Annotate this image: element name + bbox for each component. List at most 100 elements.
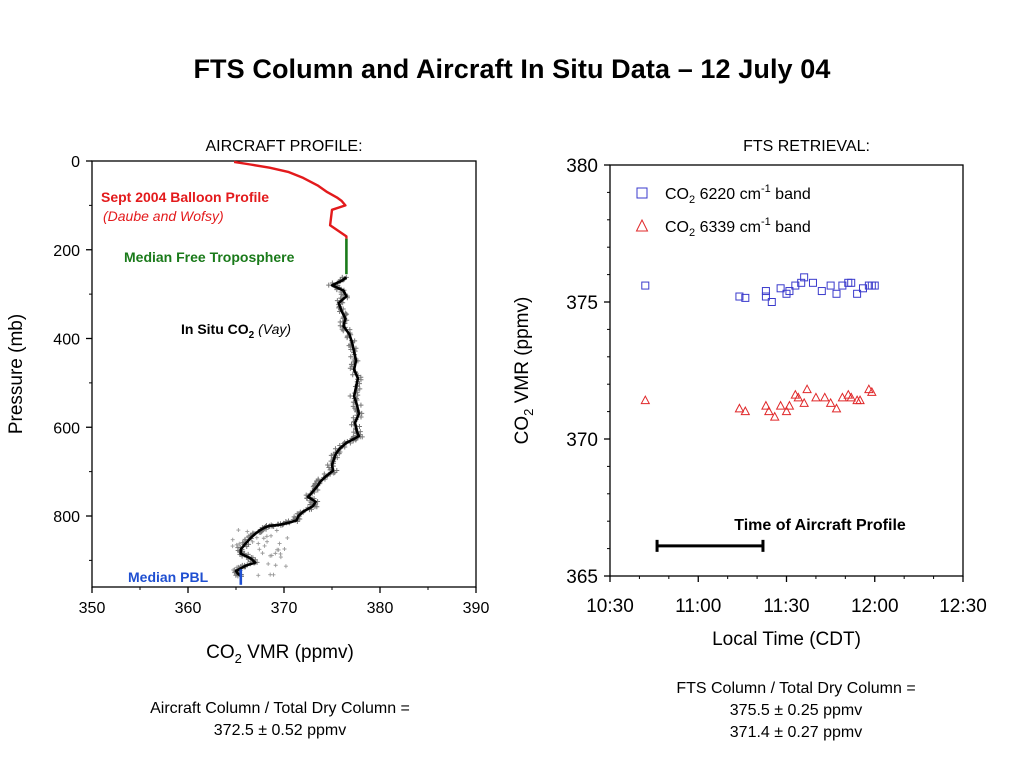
insitu-sample-point bbox=[347, 393, 353, 399]
fts-y-tick-label: 365 bbox=[566, 567, 598, 588]
aircraft-y-axis-label: Pressure (mb) bbox=[6, 314, 27, 434]
aircraft-column-caption-line2: 372.5 ± 0.52 ppmv bbox=[213, 722, 347, 739]
co2-6339-point bbox=[825, 397, 836, 407]
insitu-sample-point bbox=[261, 536, 266, 541]
fts-column-caption-line2: 375.5 ± 0.25 ppmv bbox=[729, 702, 863, 719]
aircraft-y-tick-label: 600 bbox=[53, 420, 80, 437]
insitu-sample-point bbox=[337, 323, 343, 329]
aircraft-y-tick-label: 0 bbox=[71, 154, 80, 171]
co2-6220-point bbox=[641, 281, 650, 290]
aircraft-x-tick-label: 380 bbox=[367, 600, 394, 617]
insitu-sample-point bbox=[344, 335, 350, 341]
insitu-sample-point bbox=[274, 528, 279, 533]
co2-6220-point bbox=[735, 292, 744, 301]
insitu-sample-point bbox=[352, 338, 358, 344]
co2-6220-point bbox=[838, 281, 847, 290]
insitu-sample-point bbox=[315, 487, 321, 493]
insitu-co2-label: In Situ CO2 (Vay) bbox=[181, 321, 291, 341]
co2-6339-point bbox=[831, 403, 842, 413]
slide-title: FTS Column and Aircraft In Situ Data – 1… bbox=[193, 54, 831, 84]
insitu-sample-point bbox=[264, 534, 269, 539]
aircraft-time-window-label: Time of Aircraft Profile bbox=[734, 517, 906, 534]
insitu-sample-point bbox=[271, 572, 276, 577]
insitu-sample-point bbox=[283, 564, 288, 569]
insitu-sample-point bbox=[314, 478, 320, 484]
insitu-sample-point bbox=[350, 415, 356, 421]
insitu-sample-point bbox=[265, 539, 270, 544]
co2-6339-point bbox=[769, 411, 780, 421]
fts-y-tick-label: 380 bbox=[566, 156, 598, 177]
fts-panel-title: FTS RETRIEVAL: bbox=[743, 138, 870, 155]
co2-6339-point bbox=[640, 395, 651, 405]
co2-6220-point bbox=[776, 284, 785, 293]
fts-y-axis-label: CO2 VMR (ppmv) bbox=[512, 297, 536, 445]
fts-x-tick-label: 12:00 bbox=[851, 596, 899, 617]
fts-x-axis-label: Local Time (CDT) bbox=[712, 629, 861, 650]
co2-6339-point bbox=[734, 403, 745, 413]
co2-6220-point bbox=[832, 289, 841, 298]
legend-triangle-marker bbox=[635, 218, 649, 232]
co2-6220-point bbox=[767, 298, 776, 306]
insitu-sample-point bbox=[246, 534, 251, 539]
insitu-sample-point bbox=[262, 543, 267, 548]
insitu-sample-point bbox=[351, 429, 357, 435]
fts-x-tick-label: 11:30 bbox=[763, 596, 809, 617]
fts-retrieval-chart: FTS RETRIEVAL: 10:30 11:00 11:30 12:00 12:30 3… bbox=[512, 138, 987, 650]
balloon-profile-line bbox=[233, 160, 348, 239]
insitu-sample-point bbox=[269, 533, 274, 538]
insitu-sample-point bbox=[245, 529, 250, 534]
legend-square-marker bbox=[636, 187, 648, 199]
insitu-sample-point bbox=[250, 539, 255, 544]
aircraft-panel-title: AIRCRAFT PROFILE: bbox=[205, 138, 362, 155]
co2-6220-point bbox=[785, 287, 794, 296]
balloon-profile-reference: (Daube and Wofsy) bbox=[103, 208, 224, 224]
insitu-sample-point bbox=[350, 372, 356, 378]
co2-6220-point bbox=[847, 278, 856, 287]
insitu-sample-point bbox=[349, 422, 355, 428]
co2-6339-point bbox=[781, 406, 792, 416]
fts-x-tick-label: 10:30 bbox=[586, 596, 634, 617]
insitu-sample-point bbox=[277, 541, 282, 546]
insitu-sample-point bbox=[230, 544, 235, 549]
co2-6220-point bbox=[800, 273, 809, 282]
insitu-sample-point bbox=[326, 465, 332, 471]
balloon-profile-label: Sept 2004 Balloon Profile bbox=[101, 189, 269, 205]
fts-x-tick-label: 11:00 bbox=[675, 596, 721, 617]
insitu-sample-point bbox=[231, 567, 236, 572]
co2-6220-point bbox=[741, 293, 750, 302]
co2-6339-point bbox=[764, 406, 774, 416]
insitu-sample-point bbox=[234, 542, 239, 547]
insitu-sample-point bbox=[307, 502, 313, 508]
aircraft-x-tick-label: 350 bbox=[79, 600, 106, 617]
aircraft-y-tick-label: 400 bbox=[53, 332, 80, 349]
co2-6339-point bbox=[846, 392, 857, 402]
co2-6220-point bbox=[826, 281, 835, 290]
fts-column-caption: FTS Column / Total Dry Column = 375.5 ± … bbox=[596, 678, 996, 744]
insitu-sample-point bbox=[234, 565, 239, 570]
median-pbl-label: Median PBL bbox=[128, 569, 209, 585]
co2-6220-point bbox=[870, 281, 879, 290]
insitu-sample-point bbox=[257, 547, 262, 552]
co2-6220-point bbox=[853, 289, 862, 298]
co2-6220-point bbox=[782, 289, 791, 298]
insitu-sample-point bbox=[340, 328, 346, 334]
insitu-co2-line bbox=[234, 276, 361, 577]
co2-6339-point bbox=[819, 392, 830, 402]
insitu-sample-point bbox=[244, 543, 250, 549]
insitu-sample-point bbox=[285, 535, 290, 540]
aircraft-y-tick-label: 800 bbox=[53, 509, 80, 526]
co2-6339-point bbox=[775, 400, 786, 410]
insitu-sample-point bbox=[278, 551, 283, 556]
co2-6220-point bbox=[761, 292, 770, 301]
insitu-sample-point bbox=[273, 563, 278, 568]
insitu-sample-point bbox=[348, 354, 354, 360]
fts-y-tick-label: 370 bbox=[566, 430, 598, 451]
insitu-sample-point bbox=[282, 547, 287, 552]
insitu-sample-point bbox=[356, 424, 362, 430]
fts-column-caption-line1: FTS Column / Total Dry Column = bbox=[676, 680, 916, 697]
aircraft-y-tick-label: 200 bbox=[53, 243, 80, 260]
insitu-sample-point bbox=[237, 541, 242, 546]
co2-6220-point bbox=[867, 281, 876, 290]
fts-column-caption-line3: 371.4 ± 0.27 ppmv bbox=[729, 724, 863, 741]
